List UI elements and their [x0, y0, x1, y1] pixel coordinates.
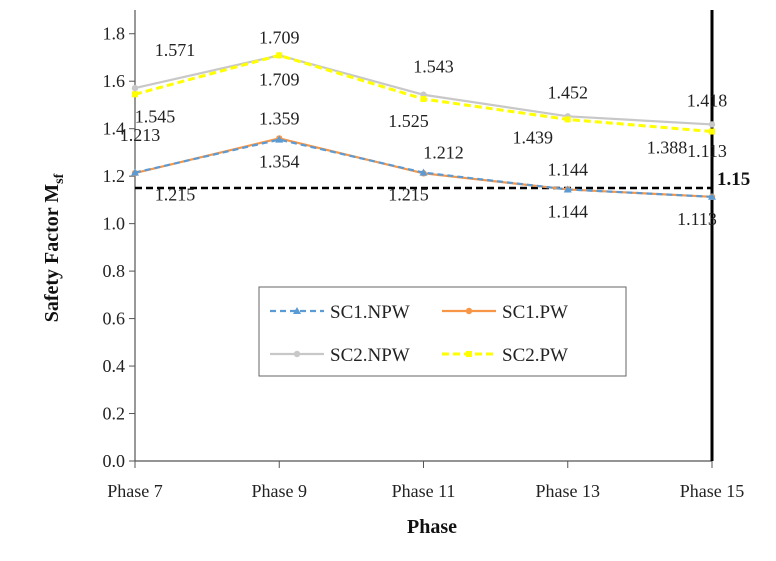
y-tick-label: 0.4 [103, 356, 126, 376]
data-label-sc1-npw: 1.144 [548, 201, 589, 221]
data-label-sc2-npw: 1.418 [687, 90, 728, 110]
data-point-sc2-npw [131, 84, 139, 92]
legend-label-sc1-pw: SC1.PW [502, 302, 568, 323]
data-point-sc1-npw [419, 168, 428, 176]
data-label-sc2-pw: 1.525 [388, 111, 429, 131]
legend-label-sc1-npw: SC1.NPW [330, 302, 410, 323]
data-label-sc2-npw: 1.543 [413, 57, 454, 77]
y-tick-label: 0.8 [103, 261, 126, 281]
legend-marker-sc2-npw [293, 350, 301, 358]
x-axis-title: Phase [407, 516, 457, 538]
legend-marker-sc2-pw [466, 351, 472, 357]
data-label-sc2-pw: 1.709 [259, 69, 300, 89]
x-tick-label: Phase 9 [252, 481, 308, 501]
y-tick-label: 1.4 [103, 119, 126, 139]
y-axis-title-main: Safety Factor M [41, 184, 63, 323]
x-tick-label: Phase 13 [536, 481, 601, 501]
legend-box [258, 286, 627, 377]
y-tick-label: 1.0 [103, 214, 126, 234]
y-tick-label: 1.2 [103, 166, 126, 186]
y-tick-label: 0.0 [103, 451, 126, 471]
data-point-sc1-npw [563, 185, 572, 193]
data-label-sc2-npw: 1.452 [548, 82, 589, 102]
data-point-sc2-pw [276, 52, 283, 59]
data-point-sc2-pw [709, 128, 715, 135]
data-label-sc2-pw: 1.545 [135, 106, 176, 126]
x-tick-label: Phase 11 [392, 481, 456, 501]
data-label-sc2-pw: 1.388 [647, 138, 688, 158]
legend-marker-sc1-npw [293, 307, 301, 314]
y-axis-title-subscript: sf [52, 173, 67, 183]
data-point-sc2-pw [132, 91, 138, 98]
data-label-sc2-npw: 1.709 [259, 27, 300, 47]
y-tick-label: 1.6 [103, 71, 126, 91]
data-point-sc2-pw [420, 96, 427, 103]
data-point-sc2-pw [564, 116, 571, 123]
data-label-sc1-npw: 1.215 [155, 185, 196, 205]
y-axis-title: Safety Factor Msf [41, 173, 67, 322]
data-point-sc2-npw [708, 121, 716, 128]
data-point-sc1-npw [708, 192, 716, 200]
x-tick-label: Phase 7 [107, 481, 163, 501]
y-tick-label: 1.8 [103, 24, 126, 44]
data-label-sc1-pw: 1.359 [259, 108, 300, 128]
data-label-sc2-npw: 1.571 [155, 40, 196, 60]
data-label-sc1-npw: 1.354 [259, 152, 300, 172]
data-label-sc1-pw: 1.144 [548, 159, 589, 179]
x-tick-label: Phase 15 [680, 481, 745, 501]
y-tick-label: 0.2 [103, 404, 126, 424]
y-tick-label: 0.6 [103, 309, 126, 329]
reference-line-label: 1.15 [717, 169, 750, 190]
legend-marker-sc1-pw [465, 307, 473, 315]
data-point-sc1-npw [131, 168, 139, 176]
data-label-sc1-npw: 1.215 [388, 185, 429, 205]
data-label-sc2-pw: 1.439 [513, 127, 554, 147]
legend-label-sc2-pw: SC2.PW [502, 345, 568, 366]
legend-label-sc2-npw: SC2.NPW [330, 345, 410, 366]
data-label-sc1-pw: 1.113 [687, 141, 727, 161]
data-label-sc1-npw: 1.113 [677, 209, 717, 229]
data-label-sc1-pw: 1.212 [423, 142, 464, 162]
data-point-sc1-npw [275, 135, 284, 143]
data-label-sc1-pw: 1.213 [120, 125, 161, 145]
